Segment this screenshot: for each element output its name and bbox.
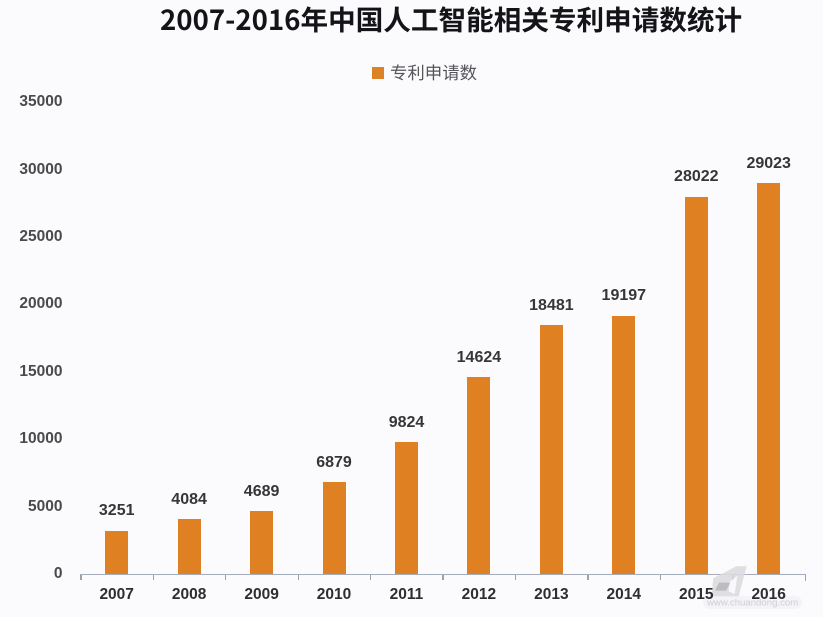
svg-text:www.chuandong.com: www.chuandong.com xyxy=(706,598,798,609)
